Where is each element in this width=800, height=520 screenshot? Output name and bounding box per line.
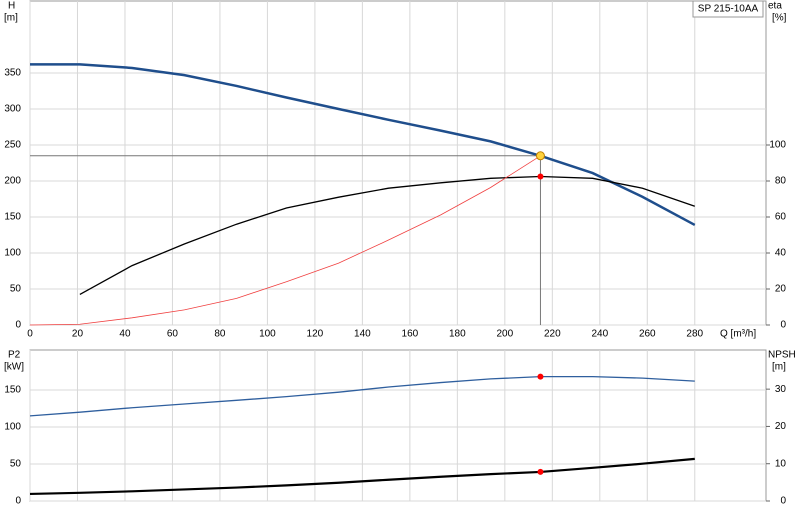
y2-tick-label: 30 — [775, 384, 787, 395]
y-tick-label: 50 — [10, 459, 22, 470]
y-tick-label: 250 — [4, 140, 21, 151]
x-tick-label: 100 — [259, 329, 276, 340]
product-box — [692, 0, 764, 18]
y2-axis-label: NPSH — [768, 350, 796, 361]
y2-tick-label: 100 — [769, 140, 786, 151]
y2-tick-label: 10 — [775, 458, 787, 469]
curve — [79, 175, 695, 295]
duty-point — [535, 151, 545, 161]
x-tick-label: 120 — [307, 329, 324, 340]
y-tick-label: 0 — [15, 496, 21, 507]
x-tick-label: 140 — [354, 329, 371, 340]
x-tick-label: 180 — [449, 329, 466, 340]
x-tick-label: 20 — [72, 329, 84, 340]
curve — [29, 375, 695, 417]
y-axis-label: H — [8, 1, 15, 12]
plot-frame — [29, 0, 767, 326]
y-axis-unit: [kW] — [4, 362, 24, 373]
curve — [29, 155, 541, 326]
y-axis-unit: [m] — [4, 13, 18, 24]
x-tick-label: 200 — [496, 329, 513, 340]
x-tick-label: 280 — [686, 329, 703, 340]
y2-tick-label: 80 — [775, 176, 787, 187]
curve — [30, 63, 696, 227]
x-tick-label: 160 — [402, 329, 419, 340]
y2-tick-label: 20 — [775, 284, 787, 295]
y-tick-label: 350 — [4, 68, 21, 79]
y-tick-label: 150 — [4, 212, 21, 223]
product-name: SP 215-10AA — [698, 4, 759, 15]
x-tick-label: 220 — [544, 329, 561, 340]
x-tick-label: 240 — [591, 329, 608, 340]
y2-axis-unit: [%] — [772, 13, 787, 24]
y2-tick-label: 60 — [775, 212, 787, 223]
y2-tick-label: 0 — [780, 320, 786, 331]
y-tick-label: 50 — [10, 284, 22, 295]
p2-point — [537, 373, 544, 380]
y-tick-label: 150 — [4, 385, 21, 396]
x-tick-label: 60 — [167, 329, 179, 340]
y-tick-label: 300 — [4, 104, 21, 115]
x-tick-label: 260 — [639, 329, 656, 340]
y-tick-label: 0 — [15, 320, 21, 331]
curve — [29, 457, 695, 496]
x-tick-label: 0 — [27, 329, 33, 340]
y-axis-label: P2 — [8, 350, 21, 361]
y2-tick-label: 20 — [775, 421, 787, 432]
y2-tick-label: 40 — [775, 248, 787, 259]
y2-axis-label: eta — [768, 1, 782, 12]
x-tick-label: 80 — [214, 329, 226, 340]
x-axis-label: Q [m³/h] — [720, 329, 756, 340]
y-tick-label: 100 — [4, 248, 21, 259]
npsh-point — [537, 468, 544, 475]
eta-point — [537, 173, 544, 180]
y2-axis-unit: [m] — [772, 362, 786, 373]
y-tick-label: 100 — [4, 422, 21, 433]
x-tick-label: 40 — [119, 329, 131, 340]
y2-tick-label: 0 — [780, 496, 786, 507]
y-tick-label: 200 — [4, 176, 21, 187]
